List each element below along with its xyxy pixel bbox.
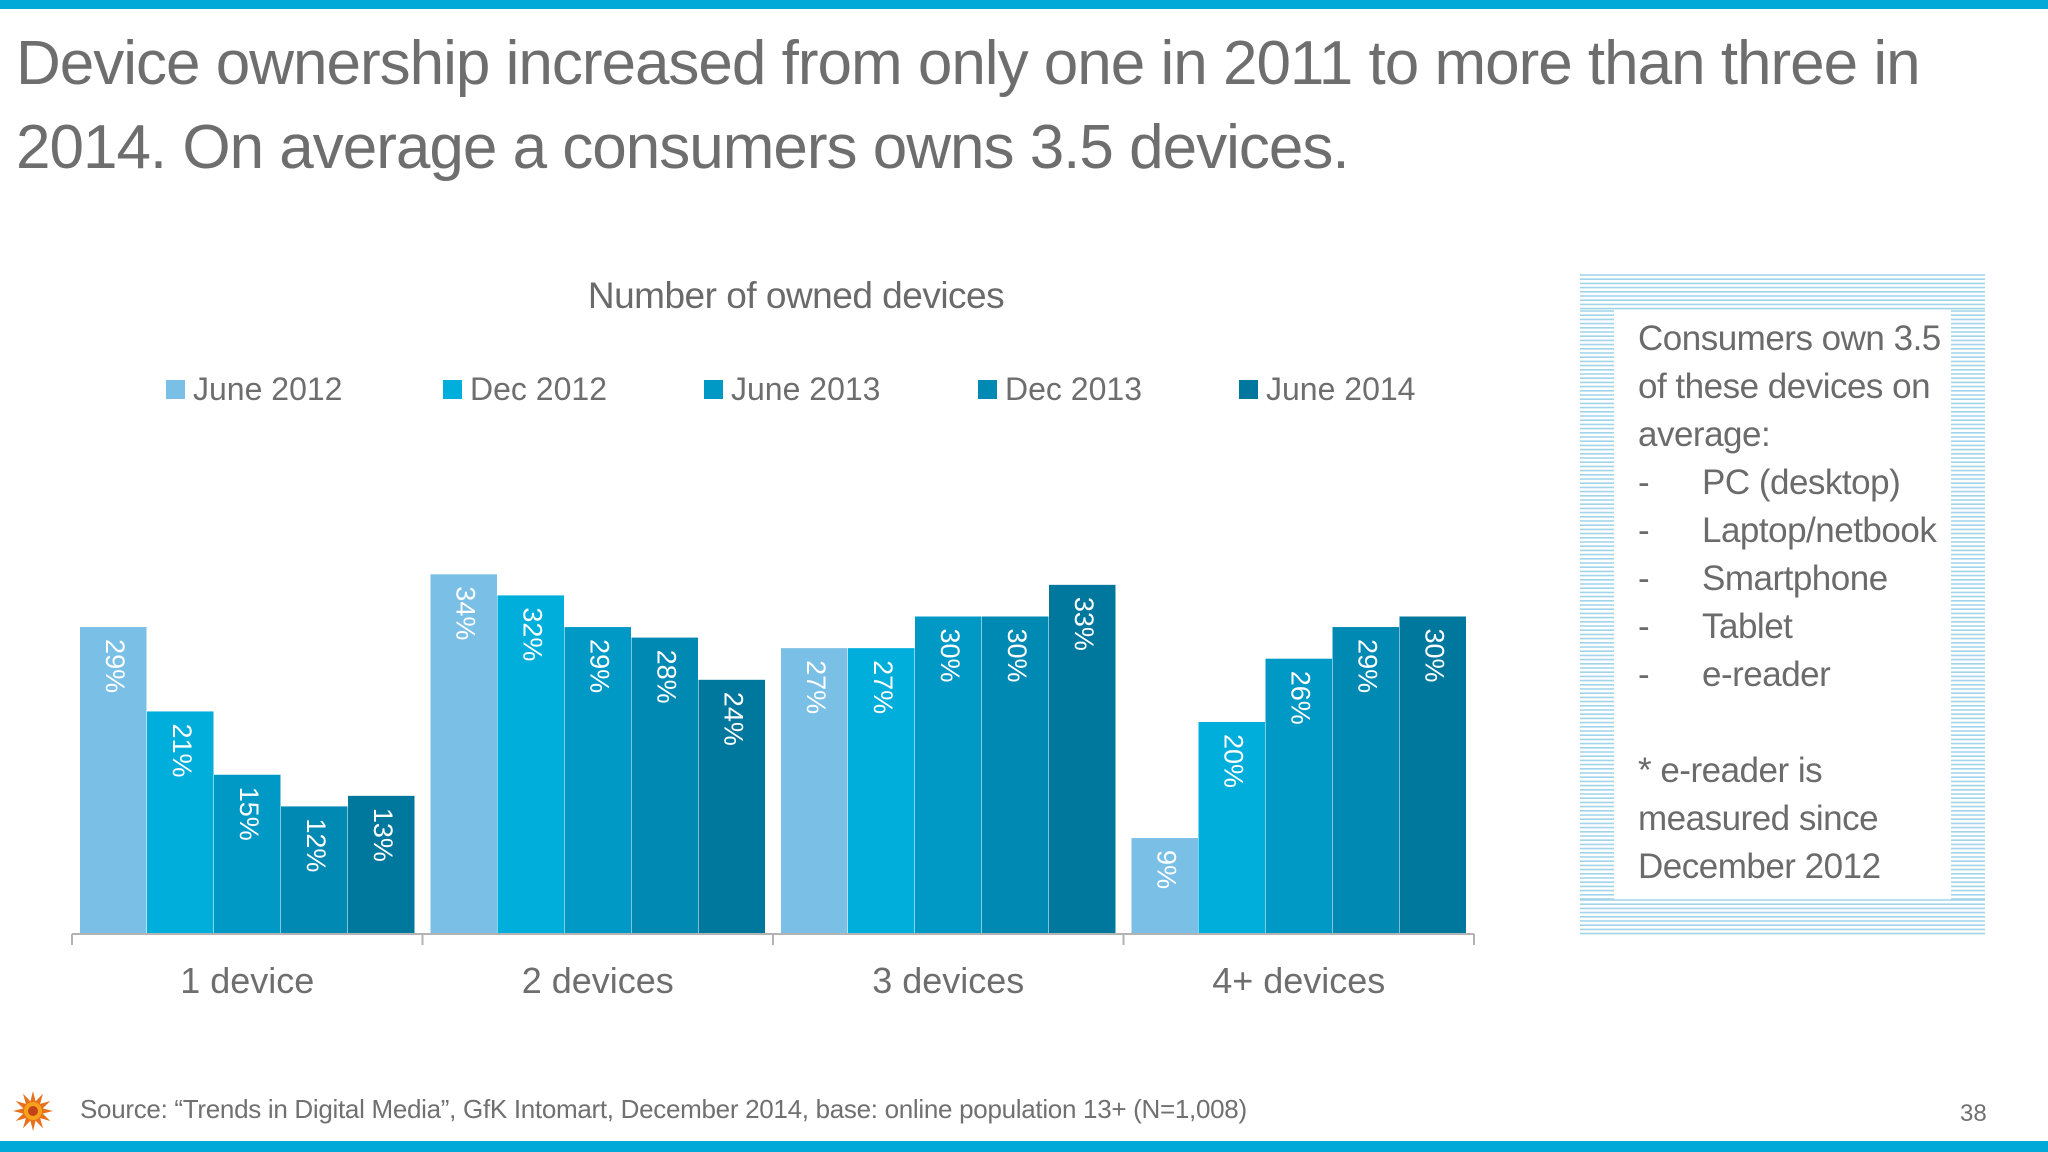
bar-june-2014-3 (1049, 584, 1116, 933)
data-label: 30% (1002, 629, 1032, 683)
bar-dec-2012-1 (147, 711, 214, 933)
legend-label: June 2012 (193, 371, 343, 407)
device-list-item: - Smartphone (1638, 555, 1938, 603)
data-label: 33% (1069, 597, 1099, 651)
info-panel: Consumers own 3.5 of these devices on av… (1580, 273, 1985, 938)
list-dash: - (1638, 655, 1650, 694)
info-note-line: measured since (1638, 799, 1879, 838)
legend-label: Dec 2012 (470, 371, 607, 407)
data-label: 29% (585, 639, 615, 693)
slide-title: Device ownership increased from only one… (16, 29, 1921, 182)
data-label: 15% (234, 787, 264, 841)
chart-legend: June 2012 Dec 2012 June 2013 Dec 2013 Ju… (166, 371, 1466, 415)
bar-dec-2012-3 (848, 648, 915, 933)
data-label: 20% (1219, 734, 1249, 788)
data-label: 27% (801, 660, 831, 714)
info-note-line: December 2012 (1638, 847, 1881, 886)
chart-title: Number of owned devices (587, 275, 1005, 316)
bar-dec-2013-2 (631, 637, 698, 933)
device-list-item: - Tablet (1638, 603, 1938, 651)
info-intro-line: Consumers own 3.5 (1638, 319, 1941, 358)
bar-chart: 29% 21% 15% 12% 13% 1 device 34% 32% 29% 28% 24% 2 … (71, 574, 1475, 1001)
info-panel-text: Consumers own 3.5 of these devices on av… (1638, 315, 1941, 891)
bar-june-2014-1 (348, 795, 415, 933)
bar-june-2013-1 (214, 774, 281, 933)
legend-swatch (704, 380, 723, 399)
legend-swatch (978, 380, 997, 399)
category-label: 3 devices (872, 960, 1024, 1001)
list-dash: - (1638, 607, 1650, 646)
info-intro-line: of these devices on (1638, 367, 1931, 406)
data-label: 9% (1152, 850, 1182, 889)
list-dash: - (1638, 559, 1650, 598)
bar-june-2013-2 (564, 627, 631, 933)
info-note-line: * e-reader is (1638, 751, 1823, 790)
bar-june-2013-3 (915, 616, 982, 933)
data-label: 29% (1353, 639, 1383, 693)
bar-june-2013-4 (1265, 658, 1332, 933)
bar-june-2012-4 (1131, 838, 1198, 933)
device-list-item: - e-reader (1638, 651, 1938, 699)
data-label: 13% (368, 808, 398, 862)
sun-logo-icon (13, 1091, 53, 1131)
legend-swatch (443, 380, 462, 399)
data-label: 29% (100, 639, 130, 693)
device-name: e-reader (1702, 655, 1831, 694)
legend-item-june-2013: June 2013 (704, 371, 880, 408)
device-name: PC (desktop) (1702, 463, 1901, 502)
data-label: 32% (518, 607, 548, 661)
data-label: 28% (652, 650, 682, 704)
list-dash: - (1638, 463, 1650, 502)
info-intro-line: average: (1638, 415, 1771, 454)
legend-label: June 2014 (1266, 371, 1416, 407)
bar-june-2014-4 (1399, 616, 1466, 933)
bar-june-2012-1 (80, 627, 147, 933)
data-label: 26% (1286, 671, 1316, 725)
legend-label: June 2013 (731, 371, 881, 407)
top-accent-bar (0, 0, 2048, 9)
data-label: 24% (719, 692, 749, 746)
bar-dec-2013-3 (982, 616, 1049, 933)
category-label: 4+ devices (1212, 960, 1385, 1001)
legend-swatch (1239, 380, 1258, 399)
legend-item-june-2012: June 2012 (166, 371, 342, 408)
legend-item-dec-2012: Dec 2012 (443, 371, 607, 408)
bar-dec-2012-2 (497, 595, 564, 933)
spacer (1638, 699, 1938, 747)
bar-june-2014-2 (698, 679, 765, 933)
bar-dec-2012-4 (1198, 722, 1265, 933)
legend-label: Dec 2013 (1005, 371, 1142, 407)
data-label: 30% (1420, 629, 1450, 683)
device-name: Laptop/netbook (1702, 511, 1937, 550)
device-list-item: - Laptop/netbook (1638, 507, 1938, 555)
data-label: 21% (167, 723, 197, 777)
bar-june-2012-2 (430, 574, 497, 933)
data-label: 12% (301, 818, 331, 872)
data-label: 30% (935, 629, 965, 683)
bar-june-2012-3 (781, 648, 848, 933)
legend-item-dec-2013: Dec 2013 (978, 371, 1142, 408)
legend-item-june-2014: June 2014 (1239, 371, 1415, 408)
category-label: 2 devices (522, 960, 674, 1001)
page-number: 38 (1960, 1100, 1987, 1127)
data-label: 34% (451, 586, 481, 640)
data-label: 27% (868, 660, 898, 714)
list-dash: - (1638, 511, 1650, 550)
bottom-accent-bar (0, 1141, 2048, 1152)
panel-frame (1580, 274, 1985, 935)
device-name: Tablet (1702, 607, 1793, 646)
bar-dec-2013-4 (1332, 627, 1399, 933)
source-note: Source: “Trends in Digital Media”, GfK I… (80, 1094, 1247, 1124)
category-label: 1 device (180, 960, 314, 1001)
legend-swatch (166, 380, 185, 399)
device-name: Smartphone (1702, 559, 1888, 598)
device-list-item: - PC (desktop) (1638, 459, 1938, 507)
bar-dec-2013-1 (281, 806, 348, 933)
